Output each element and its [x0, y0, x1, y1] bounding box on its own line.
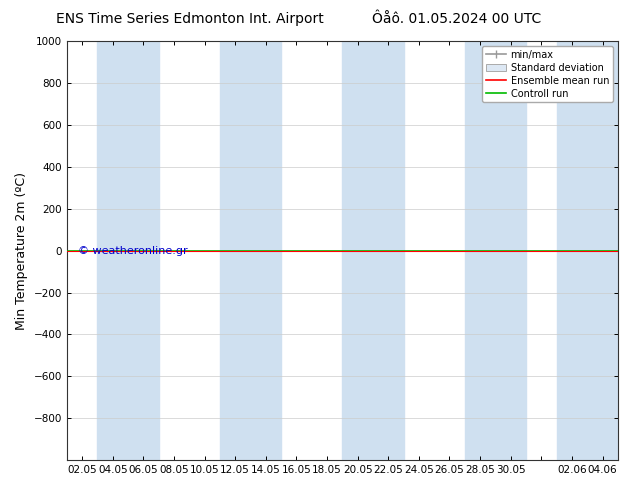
Bar [98, 41, 158, 460]
Y-axis label: Min Temperature 2m (ºC): Min Temperature 2m (ºC) [15, 172, 28, 330]
Bar [342, 41, 404, 460]
Text: © weatheronline.gr: © weatheronline.gr [78, 245, 188, 256]
Bar [465, 41, 526, 460]
Bar [557, 41, 618, 460]
Legend: min/max, Standard deviation, Ensemble mean run, Controll run: min/max, Standard deviation, Ensemble me… [482, 46, 613, 102]
Text: ENS Time Series Edmonton Int. Airport: ENS Time Series Edmonton Int. Airport [56, 12, 324, 26]
Text: Ôåô. 01.05.2024 00 UTC: Ôåô. 01.05.2024 00 UTC [372, 12, 541, 26]
Bar [220, 41, 281, 460]
